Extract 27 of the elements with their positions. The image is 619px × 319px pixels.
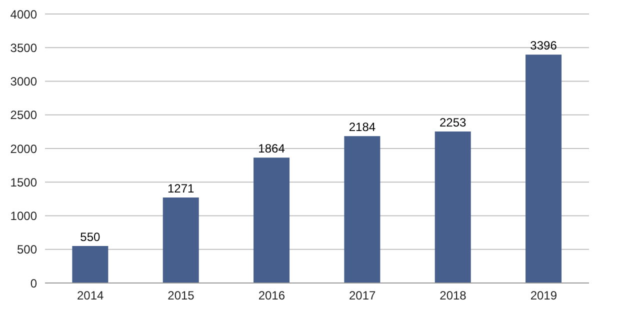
bar [434, 131, 471, 283]
data-label: 1271 [168, 182, 195, 196]
bar [72, 246, 108, 283]
x-tick-label: 2019 [530, 288, 558, 303]
y-tick-label: 2000 [10, 142, 38, 156]
x-tick-label: 2014 [76, 288, 104, 303]
x-tick-label: 2016 [258, 288, 286, 303]
y-tick-label: 500 [16, 242, 38, 257]
data-label: 550 [80, 230, 101, 244]
data-label: 2253 [440, 115, 467, 130]
bar [162, 198, 199, 283]
data-label: 2184 [348, 120, 376, 134]
bar [344, 136, 380, 283]
y-tick-label: 2500 [10, 108, 38, 122]
y-tick-label: 1000 [10, 209, 38, 224]
y-tick-label: 4000 [10, 7, 38, 22]
bar [254, 158, 290, 283]
y-tick-label: 3500 [10, 40, 38, 55]
y-tick-label: 3000 [10, 74, 38, 89]
data-label: 1864 [258, 142, 286, 156]
data-label: 3396 [530, 38, 558, 53]
x-tick-label: 2015 [168, 288, 195, 303]
x-tick-label: 2017 [348, 288, 376, 303]
y-tick-label: 0 [30, 276, 38, 290]
y-tick-label: 1500 [10, 175, 38, 190]
bar [526, 54, 562, 283]
x-tick-label: 2018 [440, 288, 467, 303]
